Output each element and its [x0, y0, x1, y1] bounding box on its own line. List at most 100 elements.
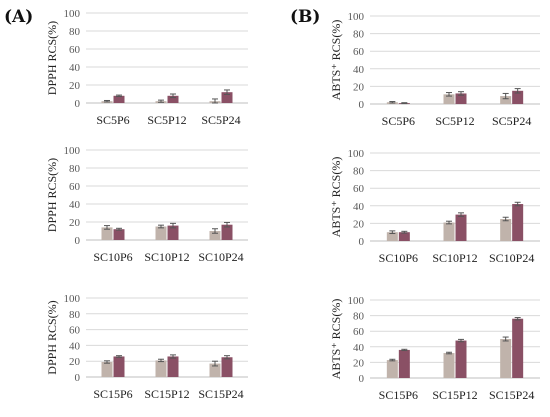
category-label: SC10P12 — [432, 251, 477, 265]
y-tick-label: 40 — [69, 62, 81, 74]
y-axis-label: ABTS⁺ RCS(%) — [329, 20, 343, 101]
category-label: SC5P12 — [435, 114, 474, 128]
bar-series-1 — [209, 231, 221, 240]
y-axis-label: ABTS⁺ RCS(%) — [329, 299, 343, 380]
bar-series-2 — [398, 349, 410, 378]
bar-series-1 — [386, 360, 398, 378]
y-axis-label: DPPH RCS(%) — [45, 300, 59, 374]
y-tick-label: 20 — [353, 218, 365, 230]
y-tick-label: 20 — [69, 80, 81, 92]
bar-series-2 — [113, 356, 125, 377]
y-axis-label: DPPH RCS(%) — [45, 158, 59, 232]
category-label: SC15P12 — [144, 387, 189, 401]
y-tick-label: 20 — [69, 217, 81, 229]
chart-6: 0 20 40 60 80 100 ABTS⁺ RCS(%) SC15P6 SC15P12 SC1… — [329, 295, 540, 402]
y-tick-label: 20 — [353, 357, 365, 369]
bar-series-1 — [500, 96, 512, 104]
y-axis-label: ABTS⁺ RCS(%) — [329, 157, 343, 238]
y-tick-label: 80 — [353, 166, 365, 178]
y-tick-label: 80 — [69, 26, 81, 38]
category-label: SC10P24 — [489, 251, 534, 265]
bar-series-1 — [443, 94, 455, 104]
category-label: SC15P6 — [379, 388, 418, 402]
chart-2: 0 20 40 60 80 100 DPPH RCS(%) SC10P6 SC10P12 SC10… — [45, 145, 248, 264]
y-tick-label: 0 — [75, 98, 81, 110]
y-tick-label: 20 — [353, 81, 365, 93]
bar-series-1 — [209, 363, 221, 377]
bar-series-2 — [455, 214, 467, 241]
panel-label-a: (A) — [4, 7, 33, 27]
bar-series-2 — [398, 232, 410, 241]
charts-container: 0 20 40 60 80 100 DPPH RCS(%) SC5P6 SC5P12 SC5P24… — [45, 8, 540, 402]
category-label: SC5P6 — [96, 113, 129, 127]
y-tick-label: 100 — [64, 8, 81, 20]
bar-series-2 — [113, 95, 125, 103]
bar-series-2 — [113, 229, 125, 240]
chart-5: 0 20 40 60 80 100 ABTS⁺ RCS(%) SC10P6 SC10P12 SC1… — [329, 148, 540, 265]
bar-series-2 — [221, 92, 233, 103]
y-tick-label: 100 — [64, 293, 81, 305]
y-tick-label: 60 — [353, 326, 365, 338]
y-tick-label: 40 — [69, 340, 81, 352]
panel-label-b: (B) — [290, 7, 320, 27]
y-tick-label: 0 — [359, 99, 365, 111]
chart-1: 0 20 40 60 80 100 DPPH RCS(%) SC5P6 SC5P12 SC5P24 — [45, 8, 248, 127]
bar-series-1 — [443, 222, 455, 241]
category-label: SC5P12 — [147, 113, 186, 127]
y-tick-label: 40 — [353, 201, 365, 213]
bar-series-1 — [500, 219, 512, 241]
category-label: SC10P6 — [379, 251, 418, 265]
y-tick-label: 80 — [353, 29, 365, 41]
y-tick-label: 0 — [359, 373, 365, 385]
category-label: SC15P12 — [432, 388, 477, 402]
bar-series-2 — [221, 224, 233, 240]
bar-series-1 — [386, 232, 398, 241]
y-tick-label: 60 — [69, 181, 81, 193]
category-label: SC15P6 — [93, 387, 132, 401]
y-tick-label: 100 — [348, 295, 365, 307]
y-tick-label: 80 — [69, 163, 81, 175]
y-tick-label: 60 — [353, 46, 365, 58]
bar-series-2 — [512, 318, 524, 378]
y-tick-label: 0 — [75, 235, 81, 247]
y-tick-label: 20 — [69, 356, 81, 368]
y-tick-label: 0 — [359, 236, 365, 248]
y-tick-label: 40 — [353, 342, 365, 354]
bar-series-1 — [500, 339, 512, 378]
bar-series-2 — [455, 340, 467, 378]
category-label: SC5P24 — [492, 114, 531, 128]
y-tick-label: 40 — [69, 199, 81, 211]
category-label: SC5P6 — [382, 114, 415, 128]
bar-series-2 — [167, 356, 179, 377]
bar-series-1 — [443, 353, 455, 378]
category-label: SC10P12 — [144, 250, 189, 264]
bar-series-2 — [167, 225, 179, 240]
bar-series-2 — [512, 204, 524, 241]
y-tick-label: 100 — [348, 148, 365, 160]
bar-series-2 — [221, 357, 233, 377]
y-tick-label: 100 — [64, 145, 81, 157]
category-label: SC5P24 — [201, 113, 240, 127]
y-tick-label: 60 — [353, 183, 365, 195]
y-tick-label: 60 — [69, 44, 81, 56]
y-tick-label: 40 — [353, 64, 365, 76]
chart-3: 0 20 40 60 80 100 DPPH RCS(%) SC15P6 SC15P12 SC15… — [45, 293, 248, 401]
y-axis-label: DPPH RCS(%) — [45, 21, 59, 95]
category-label: SC10P24 — [198, 250, 243, 264]
bar-series-1 — [101, 227, 113, 240]
y-tick-label: 80 — [69, 309, 81, 321]
bar-series-1 — [101, 361, 113, 377]
y-tick-label: 0 — [75, 372, 81, 384]
bar-series-1 — [155, 226, 167, 240]
y-tick-label: 100 — [348, 11, 365, 23]
bar-series-2 — [455, 93, 467, 104]
bar-series-2 — [167, 95, 179, 103]
category-label: SC15P24 — [198, 387, 243, 401]
y-tick-label: 60 — [69, 325, 81, 337]
category-label: SC15P24 — [489, 388, 534, 402]
chart-4: 0 20 40 60 80 100 ABTS⁺ RCS(%) SC5P6 SC5P12 SC5P2… — [329, 11, 540, 128]
bar-series-2 — [512, 90, 524, 104]
category-label: SC10P6 — [93, 250, 132, 264]
bar-series-1 — [155, 360, 167, 377]
